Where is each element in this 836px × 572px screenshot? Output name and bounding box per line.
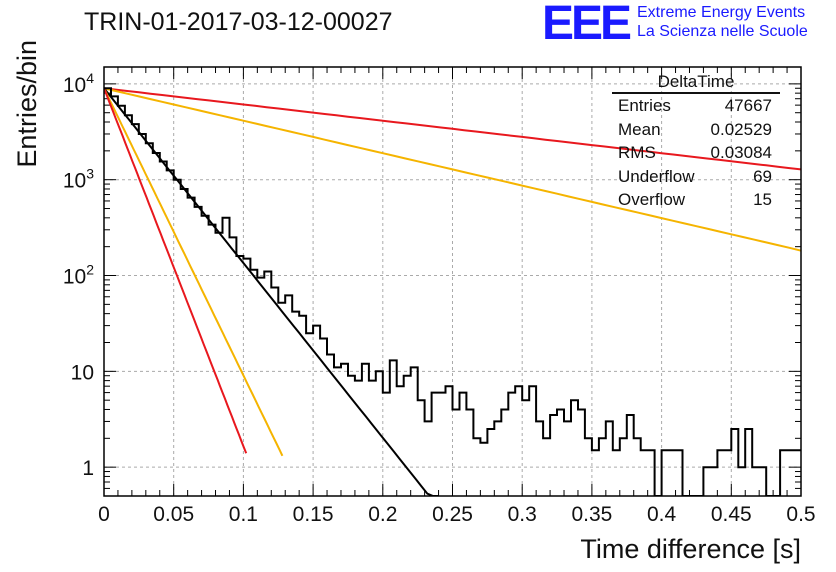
fit-curve xyxy=(104,87,284,457)
fit-curve xyxy=(104,87,801,171)
plot-frame xyxy=(103,66,802,497)
fit-curve xyxy=(104,87,248,454)
x-tick-label: 0.05 xyxy=(153,503,194,526)
stats-label: Overflow xyxy=(618,190,686,209)
stats-label: Mean xyxy=(618,119,661,139)
stats-row-overflow: Overflow 15 xyxy=(612,188,780,212)
x-tick-label: 0.15 xyxy=(293,503,334,526)
x-tick-label: 0 xyxy=(98,503,110,526)
y-tick-label: 102 xyxy=(63,262,94,289)
x-tick-label: 0.5 xyxy=(786,503,815,526)
chart-title: TRIN-01-2017-03-12-00027 xyxy=(84,8,393,36)
stats-value: 0.03084 xyxy=(710,143,772,162)
y-tick-label: 10 xyxy=(71,361,94,384)
stats-box-name: DeltaTime xyxy=(612,72,780,94)
y-tick-label: 103 xyxy=(63,166,94,193)
stats-label: Underflow xyxy=(618,166,695,186)
eee-logo: EEE xyxy=(542,0,632,50)
stats-box: DeltaTime Entries 47667 Mean 0.02529 RMS… xyxy=(612,72,780,212)
stats-value: 0.02529 xyxy=(710,119,772,139)
histogram-steps xyxy=(104,87,801,496)
stats-row-underflow: Underflow 69 xyxy=(612,165,780,189)
x-axis-label: Time difference [s] xyxy=(580,534,801,564)
x-tick-label: 0.2 xyxy=(368,503,397,526)
y-axis-label: Entries/bin xyxy=(12,40,42,168)
y-tick-label: 1 xyxy=(82,457,94,480)
x-tick-label: 0.3 xyxy=(508,503,537,526)
y-tick-label: 104 xyxy=(63,70,94,97)
x-tick-label: 0.45 xyxy=(711,503,752,526)
fit-curve xyxy=(104,87,801,252)
stats-label: RMS xyxy=(618,143,656,162)
x-tick-label: 0.4 xyxy=(647,503,677,526)
stats-value: 15 xyxy=(753,190,772,209)
x-tick-label: 0.35 xyxy=(571,503,612,526)
stats-value: 69 xyxy=(753,166,772,186)
stats-row-mean: Mean 0.02529 xyxy=(612,118,780,142)
stats-label: Entries xyxy=(618,96,671,115)
logo-subtitle-line1: Extreme Energy Events xyxy=(637,4,806,21)
x-tick-label: 0.25 xyxy=(432,503,473,526)
stats-row-rms: RMS 0.03084 xyxy=(612,141,780,165)
x-tick-label: 0.1 xyxy=(229,503,258,526)
stats-value: 47667 xyxy=(724,96,772,115)
logo-subtitle-line2: La Scienza nelle Scuole xyxy=(637,23,808,40)
stats-row-entries: Entries 47667 xyxy=(612,94,780,118)
